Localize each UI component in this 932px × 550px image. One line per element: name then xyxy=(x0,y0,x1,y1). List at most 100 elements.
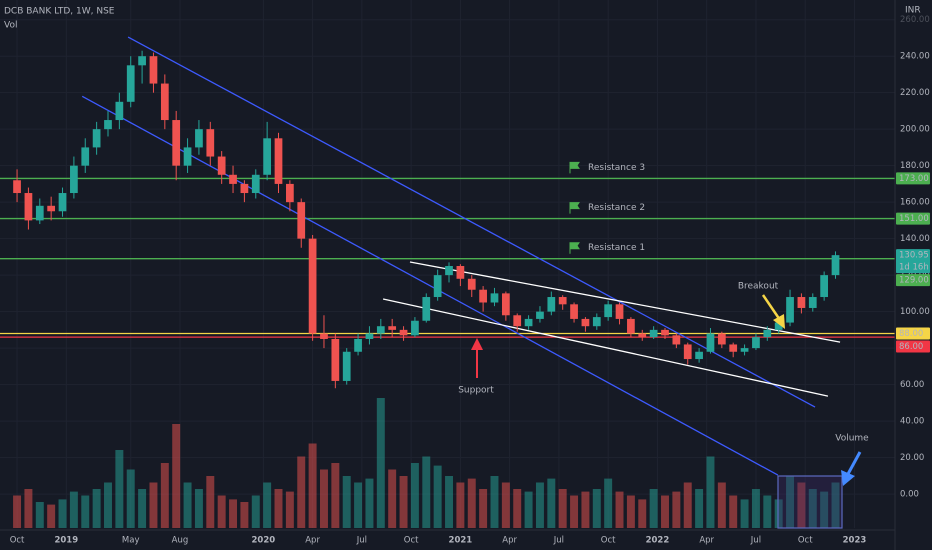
volume-bar xyxy=(604,478,613,528)
candle-body xyxy=(422,297,431,321)
price-label: 151.00 xyxy=(899,214,929,224)
volume-bar xyxy=(570,495,579,528)
candle-body xyxy=(683,344,692,360)
candle-body xyxy=(604,304,613,318)
candle-body xyxy=(797,297,806,308)
price-label: 173.00 xyxy=(899,174,929,184)
countdown-label: 1d 16h xyxy=(899,263,929,273)
x-tick-label: Apr xyxy=(305,536,320,546)
candle-body xyxy=(411,320,419,336)
candle-body xyxy=(47,205,56,212)
candle-body xyxy=(35,205,44,221)
breakout-arrow xyxy=(761,294,782,321)
volume-bar xyxy=(706,456,715,528)
candle-body xyxy=(763,329,772,338)
annotations: Breakout Support Volume xyxy=(458,282,869,529)
candle-body xyxy=(524,318,533,327)
volume-bar xyxy=(388,469,397,528)
volume-bar xyxy=(763,495,772,528)
x-tick-label: Apr xyxy=(502,536,517,546)
volume-bar xyxy=(774,499,783,528)
candle-body xyxy=(729,344,738,352)
volume-bar xyxy=(513,489,522,528)
candle-body xyxy=(160,83,169,121)
volume-bar xyxy=(786,476,795,528)
volume-bar xyxy=(535,482,544,528)
candle-body xyxy=(172,120,181,166)
price-label-box xyxy=(896,212,930,225)
chart-title: DCB BANK LTD, 1W, NSE xyxy=(4,7,115,17)
candle-body xyxy=(70,165,78,194)
volume-pane xyxy=(13,398,840,528)
volume-bar xyxy=(126,469,135,528)
volume-bar xyxy=(547,478,556,528)
candle-body xyxy=(752,337,760,349)
price-label-box xyxy=(896,340,930,353)
volume-bar xyxy=(479,489,488,528)
candle-body xyxy=(81,147,90,166)
annotation: Breakout xyxy=(738,282,779,292)
volume-bar xyxy=(115,450,124,528)
annotation: Volume xyxy=(835,434,869,444)
volume-bar xyxy=(672,491,681,528)
volume-bar xyxy=(626,495,635,528)
candle-body xyxy=(104,120,112,130)
x-tick-label: Oct xyxy=(404,536,419,546)
candle-body xyxy=(320,333,328,339)
volume-bar xyxy=(92,489,101,528)
volume-bar xyxy=(24,489,33,528)
candle-body xyxy=(365,333,374,339)
volume-bar xyxy=(717,482,726,528)
drawings: Resistance 3 Resistance 2 Resistance 1 xyxy=(0,36,895,476)
volume-bar xyxy=(81,495,90,528)
candle-body xyxy=(513,315,522,327)
volume-bar xyxy=(638,499,647,528)
volume-bar xyxy=(149,482,158,528)
annotation: Support xyxy=(458,386,494,396)
x-tick-label: Aug xyxy=(172,536,189,546)
candle-body xyxy=(433,275,442,298)
price-label-box xyxy=(896,327,930,340)
trendline xyxy=(81,95,779,476)
y-tick-label: 140.00 xyxy=(900,234,930,244)
volume-bar xyxy=(410,463,419,528)
volume-bar xyxy=(649,489,658,528)
volume-bar xyxy=(342,476,351,528)
x-tick-label: Apr xyxy=(699,536,714,546)
candle-body xyxy=(195,129,203,148)
x-tick-label: 2020 xyxy=(252,536,276,546)
candle-body xyxy=(592,317,601,327)
price-label: 86.00 xyxy=(899,342,923,352)
candle-body xyxy=(467,278,476,290)
y-tick-label: 20.00 xyxy=(900,453,924,463)
candle-body xyxy=(536,311,544,319)
x-tick-label: Jul xyxy=(553,536,564,546)
candle-body xyxy=(217,156,226,175)
volume-bar xyxy=(740,499,749,528)
volume-bar xyxy=(581,491,590,528)
volume-bar xyxy=(194,489,203,528)
volume-bar xyxy=(467,478,476,528)
candle-body xyxy=(661,329,669,336)
candle-body xyxy=(570,304,578,319)
price-label: 129.00 xyxy=(899,276,929,286)
y-tick-label: 240.00 xyxy=(900,52,930,62)
volume-bar xyxy=(831,482,840,528)
flag-icon xyxy=(569,202,580,214)
volume-bar xyxy=(172,424,181,528)
candle-body xyxy=(263,138,272,175)
volume-bar xyxy=(399,476,408,528)
candle-body xyxy=(206,129,215,157)
candle-body xyxy=(808,297,817,308)
candle-body xyxy=(297,202,306,239)
candle-body xyxy=(717,333,726,345)
x-tick-label: Oct xyxy=(798,536,813,546)
volume-bar xyxy=(285,491,294,528)
y-tick-label: 40.00 xyxy=(900,417,924,427)
candle-body xyxy=(649,329,658,338)
volume-label: Vol xyxy=(4,21,17,31)
volume-bar xyxy=(422,456,431,528)
candle-body xyxy=(308,238,317,334)
candle-body xyxy=(274,138,283,184)
